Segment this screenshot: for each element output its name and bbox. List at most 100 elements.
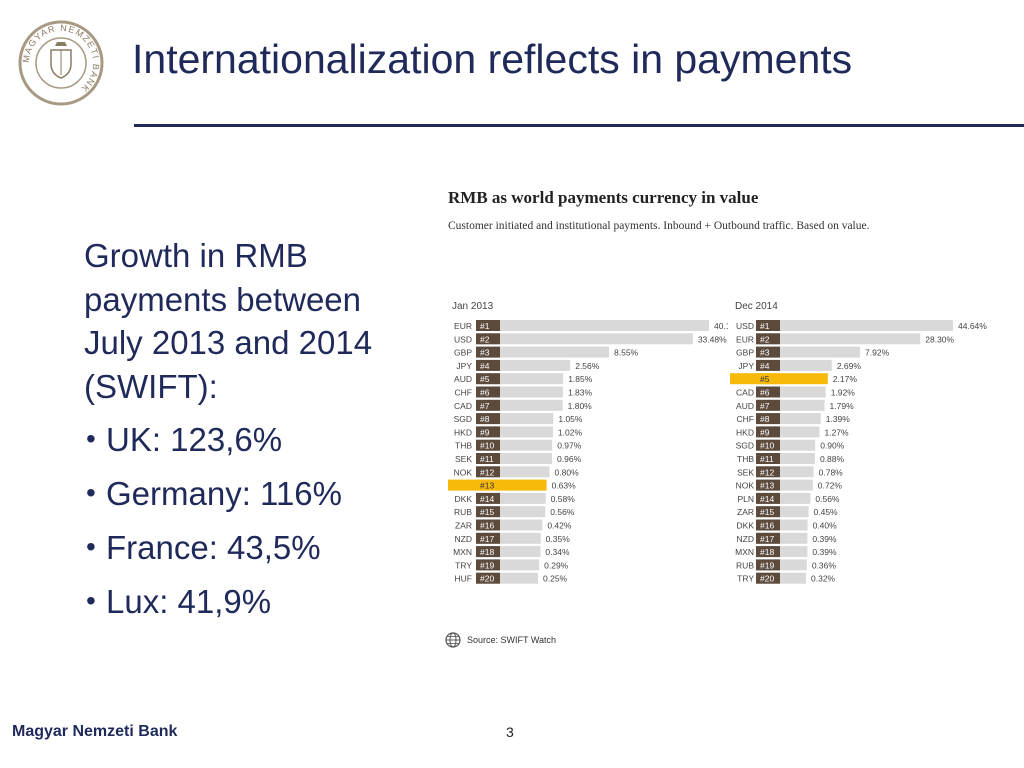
rank-box [756,546,780,558]
currency-label: DKK [455,494,473,504]
rank-box [476,532,500,544]
chart-subtitle: Customer initiated and institutional pay… [448,220,870,232]
value-bar [756,439,816,451]
rank-label: #5 [760,374,770,384]
bullet-dot-icon: • [86,423,96,454]
currency-label: NZD [455,534,472,544]
value-bar [476,426,553,438]
value-label: 0.32% [811,574,836,584]
chart-title: RMB as world payments currency in value [448,188,759,207]
currency-label: GBP [736,348,754,358]
rank-label: #13 [760,481,774,491]
value-bar [476,559,540,571]
growth-bullets: • UK: 123,6% • Germany: 116% • France: 43,5… [84,418,414,624]
rank-label: #8 [480,414,490,424]
rank-label: #9 [760,427,770,437]
currency-label: GBP [454,348,472,358]
currency-label: HKD [736,427,754,437]
currency-label: USD [736,321,754,331]
rank-label: #4 [480,361,490,371]
chart-dec-2014: USD #1 44.64% EUR #2 28.30% GBP #3 7.92% JPY #4 2.6… [730,320,987,584]
value-bar [476,413,554,425]
value-label: 0.63% [552,481,577,491]
rank-label: #16 [480,521,494,531]
bullet-item: • UK: 123,6% [84,418,414,462]
currency-label: ZAR [737,507,754,517]
value-bar [756,466,814,478]
rank-box [476,506,500,518]
currency-label: CHF [737,414,754,424]
value-label: 0.58% [551,494,576,504]
value-label: 1.05% [558,414,583,424]
value-label: 1.92% [831,388,856,398]
value-bar [476,519,543,531]
value-label: 0.29% [544,560,569,570]
rank-label: #19 [760,560,774,570]
value-label: 0.25% [543,574,568,584]
rank-box [756,386,780,398]
globe-icon [445,632,461,648]
currency-label: CAD [736,388,754,398]
currency-label: CHF [455,388,472,398]
rank-label: #14 [480,494,494,504]
page-number: 3 [506,724,514,740]
value-bar [476,466,550,478]
value-bar [756,546,808,558]
value-label: 1.02% [558,427,583,437]
rank-label: #9 [480,427,490,437]
rank-box [756,466,780,478]
rank-box [756,559,780,571]
value-bar [756,359,832,371]
currency-label: SEK [455,454,472,464]
value-label: 28.30% [925,334,954,344]
rank-label: #15 [760,507,774,517]
currency-label: MXN [453,547,472,557]
currency-label: JPY [456,361,472,371]
chart-jan-2013: EUR #1 40.17% USD #2 33.48% GBP #3 8.55% JPY #4 2.5… [448,320,728,584]
rank-label: #6 [760,388,770,398]
rank-label: #2 [480,334,490,344]
value-bar [756,333,921,345]
currency-label: CAD [454,401,472,411]
currency-label: RUB [454,507,472,517]
value-bar [476,399,563,411]
value-bar [756,453,815,464]
value-bar [476,453,553,464]
rank-label: #1 [760,321,770,331]
currency-label: NOK [736,481,755,491]
value-label: 7.92% [865,348,890,358]
panel-label-jan-2013: Jan 2013 [452,301,494,312]
bullet-text: Lux: 41,9% [106,583,272,620]
value-label: 44.64% [958,321,987,331]
currency-label: AUD [454,374,472,384]
currency-label: TRY [455,560,472,570]
rank-box [476,466,500,478]
value-bar [756,572,806,584]
value-label: 2.69% [837,361,862,371]
currency-label: MXN [735,547,754,557]
value-bar [756,413,821,425]
rank-box [756,439,780,451]
value-bar [476,346,610,358]
value-label: 0.96% [557,454,582,464]
page-title: Internationalization reflects in payment… [132,36,853,82]
bullet-dot-icon: • [86,531,96,562]
value-label: 1.39% [826,414,851,424]
rank-label: #17 [480,534,494,544]
rank-box [756,492,780,504]
value-label: 8.55% [614,348,639,358]
rank-box [756,519,780,531]
rank-box [476,346,500,358]
rank-label: #17 [760,534,774,544]
bullet-item: • France: 43,5% [84,526,414,570]
currency-label: RUB [736,560,754,570]
panel-label-dec-2014: Dec 2014 [735,301,778,312]
rank-box [476,333,500,345]
rank-label: #11 [760,454,774,464]
rank-box [756,333,780,345]
footer-bank-name: Magyar Nemzeti Bank [12,723,178,740]
bullet-dot-icon: • [86,477,96,508]
currency-label: AUD [736,401,754,411]
value-label: 2.17% [833,374,858,384]
rank-label: #12 [760,467,774,477]
